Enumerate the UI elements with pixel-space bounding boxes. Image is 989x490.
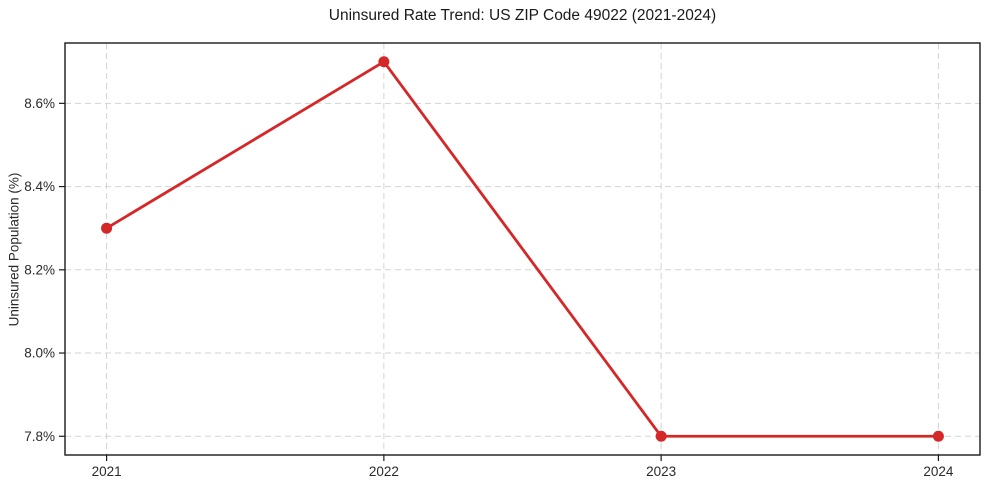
y-tick-label: 7.8% (24, 429, 55, 444)
x-tick-label: 2021 (92, 464, 122, 479)
chart-title: Uninsured Rate Trend: US ZIP Code 49022 … (328, 7, 717, 24)
x-tick-label: 2022 (369, 464, 399, 479)
data-point-marker (101, 222, 113, 234)
y-tick-label: 8.6% (24, 96, 55, 111)
y-tick-label: 8.2% (24, 262, 55, 277)
y-tick-label: 8.4% (24, 179, 55, 194)
y-tick-label: 8.0% (24, 346, 55, 361)
data-point-marker (932, 430, 944, 442)
x-tick-label: 2024 (923, 464, 954, 479)
y-axis-label: Uninsured Population (%) (6, 172, 22, 327)
plot-border (64, 42, 981, 456)
data-point-marker (655, 430, 667, 442)
data-line (105, 60, 940, 438)
x-tick-label: 2023 (646, 464, 676, 479)
data-point-marker (378, 56, 390, 68)
